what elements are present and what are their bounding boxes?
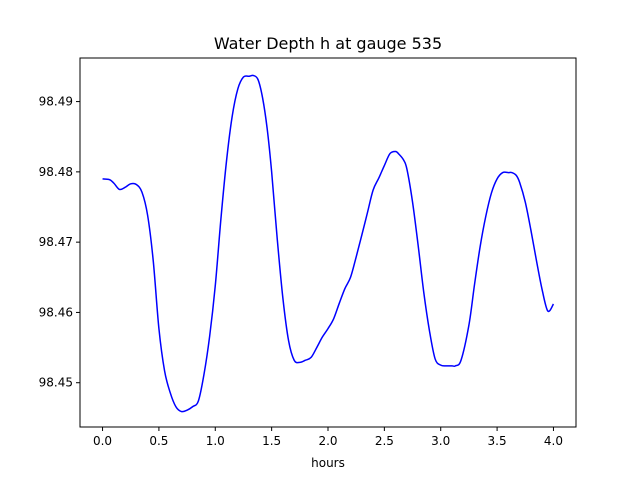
- y-tick-label-0: 98.45: [39, 376, 73, 390]
- x-tick-label-4: 2.0: [318, 434, 337, 448]
- x-tick-label-1: 0.5: [149, 434, 168, 448]
- x-tick-label-3: 1.5: [262, 434, 281, 448]
- x-tick-label-0: 0.0: [93, 434, 112, 448]
- y-axis: 98.45 98.46 98.47 98.48 98.49: [39, 95, 80, 390]
- x-axis: 0.0 0.5 1.0 1.5 2.0 2.5 3.0 3.5 4.0: [93, 427, 563, 448]
- x-tick-label-2: 1.0: [206, 434, 225, 448]
- series-layer: [102, 74, 555, 413]
- x-tick-label-6: 3.0: [431, 434, 450, 448]
- series-line-0: [102, 74, 555, 413]
- x-tick-label-8: 4.0: [544, 434, 563, 448]
- y-tick-label-4: 98.49: [39, 95, 73, 109]
- y-tick-label-2: 98.47: [39, 235, 73, 249]
- chart-title: Water Depth h at gauge 535: [214, 34, 442, 53]
- x-tick-label-7: 3.5: [488, 434, 507, 448]
- y-tick-label-3: 98.48: [39, 165, 73, 179]
- y-tick-label-1: 98.46: [39, 305, 73, 319]
- x-axis-label: hours: [311, 456, 345, 470]
- x-tick-label-5: 2.5: [375, 434, 394, 448]
